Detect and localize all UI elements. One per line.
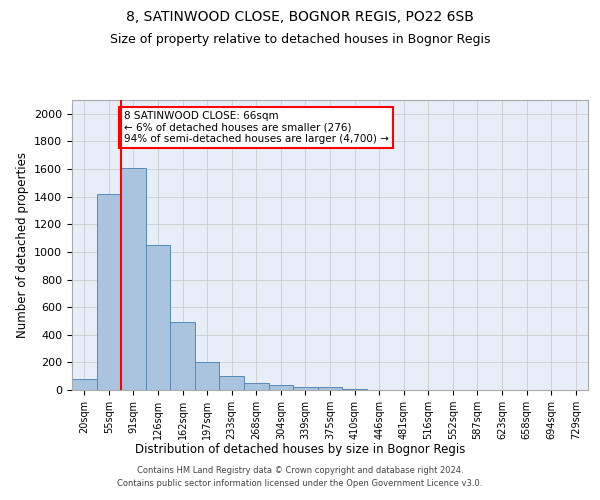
Bar bbox=[146, 245, 170, 390]
Bar bbox=[97, 194, 121, 390]
Text: Distribution of detached houses by size in Bognor Regis: Distribution of detached houses by size … bbox=[135, 442, 465, 456]
Y-axis label: Number of detached properties: Number of detached properties bbox=[16, 152, 29, 338]
Bar bbox=[72, 379, 97, 390]
Bar bbox=[195, 362, 220, 390]
Text: 8 SATINWOOD CLOSE: 66sqm
← 6% of detached houses are smaller (276)
94% of semi-d: 8 SATINWOOD CLOSE: 66sqm ← 6% of detache… bbox=[124, 111, 388, 144]
Bar bbox=[293, 386, 318, 390]
Bar bbox=[318, 387, 342, 390]
Text: Contains HM Land Registry data © Crown copyright and database right 2024.
Contai: Contains HM Land Registry data © Crown c… bbox=[118, 466, 482, 487]
Text: Size of property relative to detached houses in Bognor Regis: Size of property relative to detached ho… bbox=[110, 32, 490, 46]
Bar bbox=[342, 388, 367, 390]
Bar bbox=[244, 383, 269, 390]
Bar bbox=[170, 322, 195, 390]
Bar bbox=[121, 168, 146, 390]
Bar bbox=[269, 385, 293, 390]
Bar bbox=[220, 376, 244, 390]
Text: 8, SATINWOOD CLOSE, BOGNOR REGIS, PO22 6SB: 8, SATINWOOD CLOSE, BOGNOR REGIS, PO22 6… bbox=[126, 10, 474, 24]
